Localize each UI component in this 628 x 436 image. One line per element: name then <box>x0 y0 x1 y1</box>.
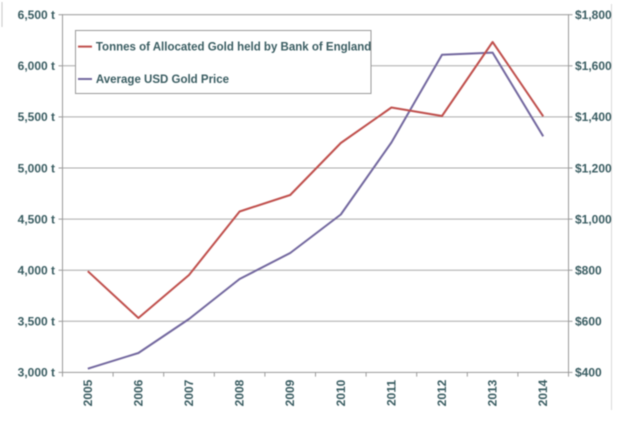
svg-text:2013: 2013 <box>486 379 500 406</box>
svg-text:4,500 t: 4,500 t <box>18 212 55 226</box>
svg-text:3,000 t: 3,000 t <box>18 366 55 380</box>
svg-text:$1,800: $1,800 <box>575 8 612 22</box>
svg-text:4,000 t: 4,000 t <box>18 264 55 278</box>
svg-text:$600: $600 <box>575 315 602 329</box>
svg-text:$1,200: $1,200 <box>575 161 612 175</box>
svg-text:6,500 t: 6,500 t <box>18 8 55 22</box>
svg-text:5,500 t: 5,500 t <box>18 110 55 124</box>
svg-text:6,000 t: 6,000 t <box>18 59 55 73</box>
svg-text:3,500 t: 3,500 t <box>18 315 55 329</box>
svg-text:2008: 2008 <box>233 379 247 406</box>
svg-text:$400: $400 <box>575 366 602 380</box>
svg-text:2006: 2006 <box>131 379 145 406</box>
svg-text:2010: 2010 <box>334 379 348 406</box>
svg-text:2014: 2014 <box>536 379 550 406</box>
svg-text:5,000 t: 5,000 t <box>18 161 55 175</box>
svg-text:2011: 2011 <box>384 380 398 406</box>
svg-text:Average USD Gold Price: Average USD Gold Price <box>96 74 229 86</box>
svg-text:2009: 2009 <box>283 379 297 406</box>
svg-text:2005: 2005 <box>81 379 95 406</box>
svg-text:$1,600: $1,600 <box>575 59 612 73</box>
svg-text:2007: 2007 <box>182 379 196 406</box>
svg-text:Tonnes of Allocated Gold held: Tonnes of Allocated Gold held by Bank of… <box>96 42 371 54</box>
svg-text:$1,000: $1,000 <box>575 212 612 226</box>
svg-text:$800: $800 <box>575 264 602 278</box>
svg-text:$1,400: $1,400 <box>575 110 612 124</box>
svg-text:2012: 2012 <box>435 379 449 406</box>
